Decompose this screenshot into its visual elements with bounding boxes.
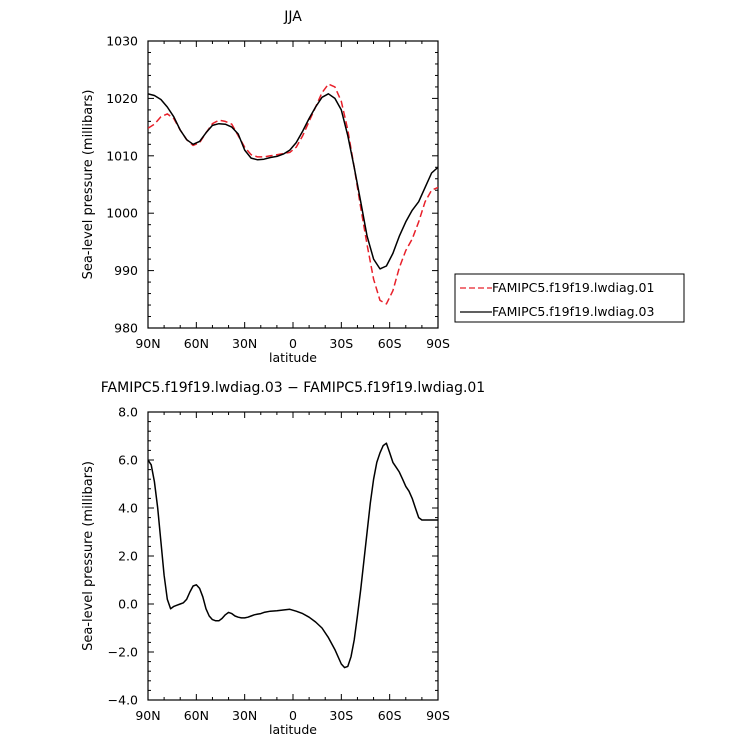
chart2-ytick-label: −2.0 xyxy=(108,645,138,660)
chart2-ytick-label: −4.0 xyxy=(108,693,138,708)
chart1-xtick-label: 60N xyxy=(184,336,209,351)
chart1-ylabel: Sea-level pressure (millibars) xyxy=(81,90,96,280)
chart1-title: JJA xyxy=(283,9,302,25)
chart1-series-famipc5-f19f19-lwdiag-03 xyxy=(148,93,438,270)
pressure-chart: JJA 90N 60N 30N 0 30S 60S 90S 980 990 1000 1010 1020… xyxy=(81,9,450,365)
chart2-series-difference xyxy=(148,442,438,669)
difference-chart: FAMIPC5.f19f19.lwdiag.03 − FAMIPC5.f19f1… xyxy=(81,380,485,737)
chart1-xtick-label: 90S xyxy=(426,336,450,351)
legend-label-lwdiag-01: FAMIPC5.f19f19.lwdiag.01 xyxy=(492,280,654,295)
chart1-ytick-label: 990 xyxy=(114,263,138,278)
chart1-xlabel: latitude xyxy=(269,350,317,365)
chart1-ytick-label: 1020 xyxy=(106,91,138,106)
chart2-xtick-label: 60N xyxy=(184,708,209,723)
chart2-xtick-label: 30S xyxy=(329,708,353,723)
chart1-series-famipc5-f19f19-lwdiag-01 xyxy=(148,83,438,305)
chart1-xtick-label: 90N xyxy=(135,336,160,351)
chart1-ytick-label: 1000 xyxy=(106,206,138,221)
chart1-xtick-label: 30N xyxy=(232,336,257,351)
chart2-title: FAMIPC5.f19f19.lwdiag.03 − FAMIPC5.f19f1… xyxy=(101,380,485,396)
chart2-ylabel: Sea-level pressure (millibars) xyxy=(81,461,96,651)
chart1-xtick-label: 60S xyxy=(378,336,402,351)
chart1-ytick-label: 980 xyxy=(114,321,138,336)
chart2-ytick-label: 2.0 xyxy=(118,549,138,564)
chart2-xtick-label: 90S xyxy=(426,708,450,723)
chart1-xtick-label: 0 xyxy=(289,336,297,351)
chart2-xlabel: latitude xyxy=(269,722,317,737)
chart1-xtick-label: 30S xyxy=(329,336,353,351)
legend-label-lwdiag-03: FAMIPC5.f19f19.lwdiag.03 xyxy=(492,304,654,319)
chart1-ytick-label: 1030 xyxy=(106,34,138,49)
chart2-xtick-label: 0 xyxy=(289,708,297,723)
legend: FAMIPC5.f19f19.lwdiag.01 FAMIPC5.f19f19.… xyxy=(454,273,685,323)
chart2-ytick-label: 6.0 xyxy=(118,453,138,468)
chart2-xtick-label: 60S xyxy=(378,708,402,723)
chart2-ytick-label: 0.0 xyxy=(118,597,138,612)
chart2-xtick-label: 90N xyxy=(135,708,160,723)
chart2-plot-frame xyxy=(147,411,439,701)
chart2-ytick-label: 4.0 xyxy=(118,501,138,516)
legend-box xyxy=(454,273,685,323)
chart2-ytick-label: 8.0 xyxy=(118,405,138,420)
chart2-xtick-label: 30N xyxy=(232,708,257,723)
chart1-ytick-label: 1010 xyxy=(106,148,138,163)
